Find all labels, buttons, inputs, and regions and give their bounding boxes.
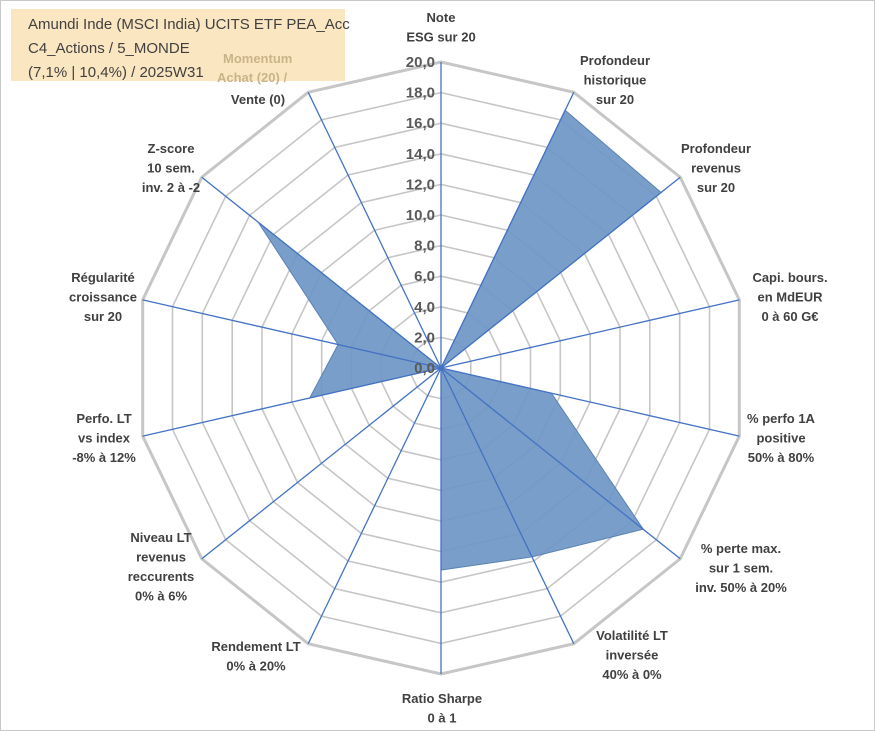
axis-label-8-line-1: Ratio Sharpe	[402, 691, 482, 706]
axis-label-7-line-3: 40% à 0%	[602, 667, 662, 682]
axis-label-13: Z-score 10 sem. inv. 2 à -2	[142, 141, 200, 195]
axis-label-5-line-3: 50% à 80%	[748, 450, 815, 465]
r-tick-label-2: 4,0	[414, 299, 435, 316]
axis-label-12-line-3: sur 20	[84, 309, 122, 324]
axis-label-14-line-3: Vente (0)	[231, 92, 285, 107]
axis-label-2-line-3: sur 20	[596, 92, 634, 107]
r-tick-label-4: 8,0	[414, 238, 435, 255]
axis-spoke-12	[142, 299, 442, 369]
chart-title-line-3: (7,1% | 10,4%) / 2025W31	[28, 64, 204, 81]
axis-spoke-11	[142, 367, 442, 437]
axis-label-9: Rendement LT 0% à 20%	[211, 639, 300, 674]
axis-spoke-14	[307, 92, 442, 369]
axis-label-10: Niveau LT revenus reccurents 0% à 6%	[128, 530, 194, 604]
r-tick-label-9: 18,0	[406, 85, 435, 102]
axis-label-6: % perte max. sur 1 sem. inv. 50% à 20%	[695, 541, 787, 595]
axis-label-2: Profondeur historique sur 20	[580, 53, 650, 107]
axis-label-10-line-4: 0% à 6%	[135, 589, 187, 604]
axis-label-1-line-2: ESG sur 20	[406, 30, 475, 45]
axis-label-9-line-1: Rendement LT	[211, 639, 300, 654]
axis-label-4-line-2: en MdEUR	[758, 290, 824, 305]
axis-label-6-line-2: sur 1 sem.	[709, 561, 773, 576]
axis-spoke-4	[440, 299, 740, 369]
axis-label-3: Profondeur revenus sur 20	[681, 141, 751, 195]
axis-spoke-13	[201, 176, 442, 369]
r-tick-label-5: 10,0	[406, 207, 435, 224]
axis-label-11: Perfo. LT vs index -8% à 12%	[72, 411, 136, 465]
axis-label-1: Note ESG sur 20	[406, 10, 475, 45]
chart-title-box: Amundi Inde (MSCI India) UCITS ETF PEA_A…	[11, 9, 350, 81]
axis-label-14: Vente (0)	[231, 92, 285, 107]
axis-label-7-line-2: inversée	[606, 648, 659, 663]
axis-label-2-line-2: historique	[584, 73, 647, 88]
axis-label-4: Capi. bours. en MdEUR 0 à 60 G€	[752, 270, 827, 324]
axis-label-3-line-1: Profondeur	[681, 141, 751, 156]
axis-spoke-5	[440, 367, 740, 437]
axis-spoke-7	[440, 367, 575, 644]
axis-label-11-line-3: -8% à 12%	[72, 450, 136, 465]
axis-label-momentum-line-1: Momentum	[223, 51, 293, 66]
axis-label-5: % perfo 1A positive 50% à 80%	[747, 411, 816, 465]
r-tick-label-3: 6,0	[414, 268, 435, 285]
axis-spoke-9	[307, 367, 442, 644]
axis-label-13-line-2: 10 sem.	[147, 161, 195, 176]
chart-title-line-2: C4_Actions / 5_MONDE	[28, 40, 190, 57]
axis-label-10-line-3: reccurents	[128, 569, 194, 584]
axis-label-7-line-1: Volatilité LT	[596, 628, 668, 643]
axis-label-11-line-2: vs index	[78, 431, 131, 446]
axis-label-1-line-1: Note	[427, 10, 456, 25]
axis-label-11-line-1: Perfo. LT	[76, 411, 131, 426]
axis-label-6-line-1: % perte max.	[701, 541, 781, 556]
axis-spoke-6	[440, 367, 681, 560]
axis-label-13-line-1: Z-score	[148, 141, 195, 156]
axis-label-6-line-3: inv. 50% à 20%	[695, 580, 787, 595]
axis-label-4-line-3: 0 à 60 G€	[761, 309, 818, 324]
chart-title-line-1: Amundi Inde (MSCI India) UCITS ETF PEA_A…	[28, 16, 350, 33]
axis-label-8-line-2: 0 à 1	[428, 711, 457, 726]
axis-label-7: Volatilité LT inversée 40% à 0%	[596, 628, 668, 682]
axis-label-5-line-2: positive	[756, 431, 805, 446]
axis-label-13-line-3: inv. 2 à -2	[142, 180, 200, 195]
r-tick-label-6: 12,0	[406, 176, 435, 193]
axis-label-10-line-1: Niveau LT	[130, 530, 191, 545]
axis-label-4-line-1: Capi. bours.	[752, 270, 827, 285]
axis-label-8: Ratio Sharpe 0 à 1	[402, 691, 482, 726]
axis-label-5-line-1: % perfo 1A	[747, 411, 816, 426]
axis-label-10-line-2: revenus	[136, 550, 186, 565]
axis-label-momentum-line-2: Achat (20) /	[217, 70, 288, 85]
axis-spoke-3	[440, 176, 681, 369]
axis-label-3-line-3: sur 20	[697, 180, 735, 195]
axis-label-12-line-2: croissance	[69, 290, 137, 305]
axis-label-9-line-2: 0% à 20%	[226, 659, 286, 674]
r-tick-label-7: 14,0	[406, 146, 435, 163]
axis-label-3-line-2: revenus	[691, 161, 741, 176]
axis-label-12: Régularité croissance sur 20	[69, 270, 137, 324]
r-tick-label-1: 2,0	[414, 329, 435, 346]
r-tick-label-10: 20,0	[406, 54, 435, 71]
axis-label-2-line-1: Profondeur	[580, 53, 650, 68]
r-tick-label-8: 16,0	[406, 115, 435, 132]
axis-label-12-line-1: Régularité	[71, 270, 135, 285]
axis-spoke-2	[440, 92, 575, 369]
r-tick-label-0: 0,0	[414, 360, 435, 377]
axis-spoke-10	[201, 367, 442, 560]
